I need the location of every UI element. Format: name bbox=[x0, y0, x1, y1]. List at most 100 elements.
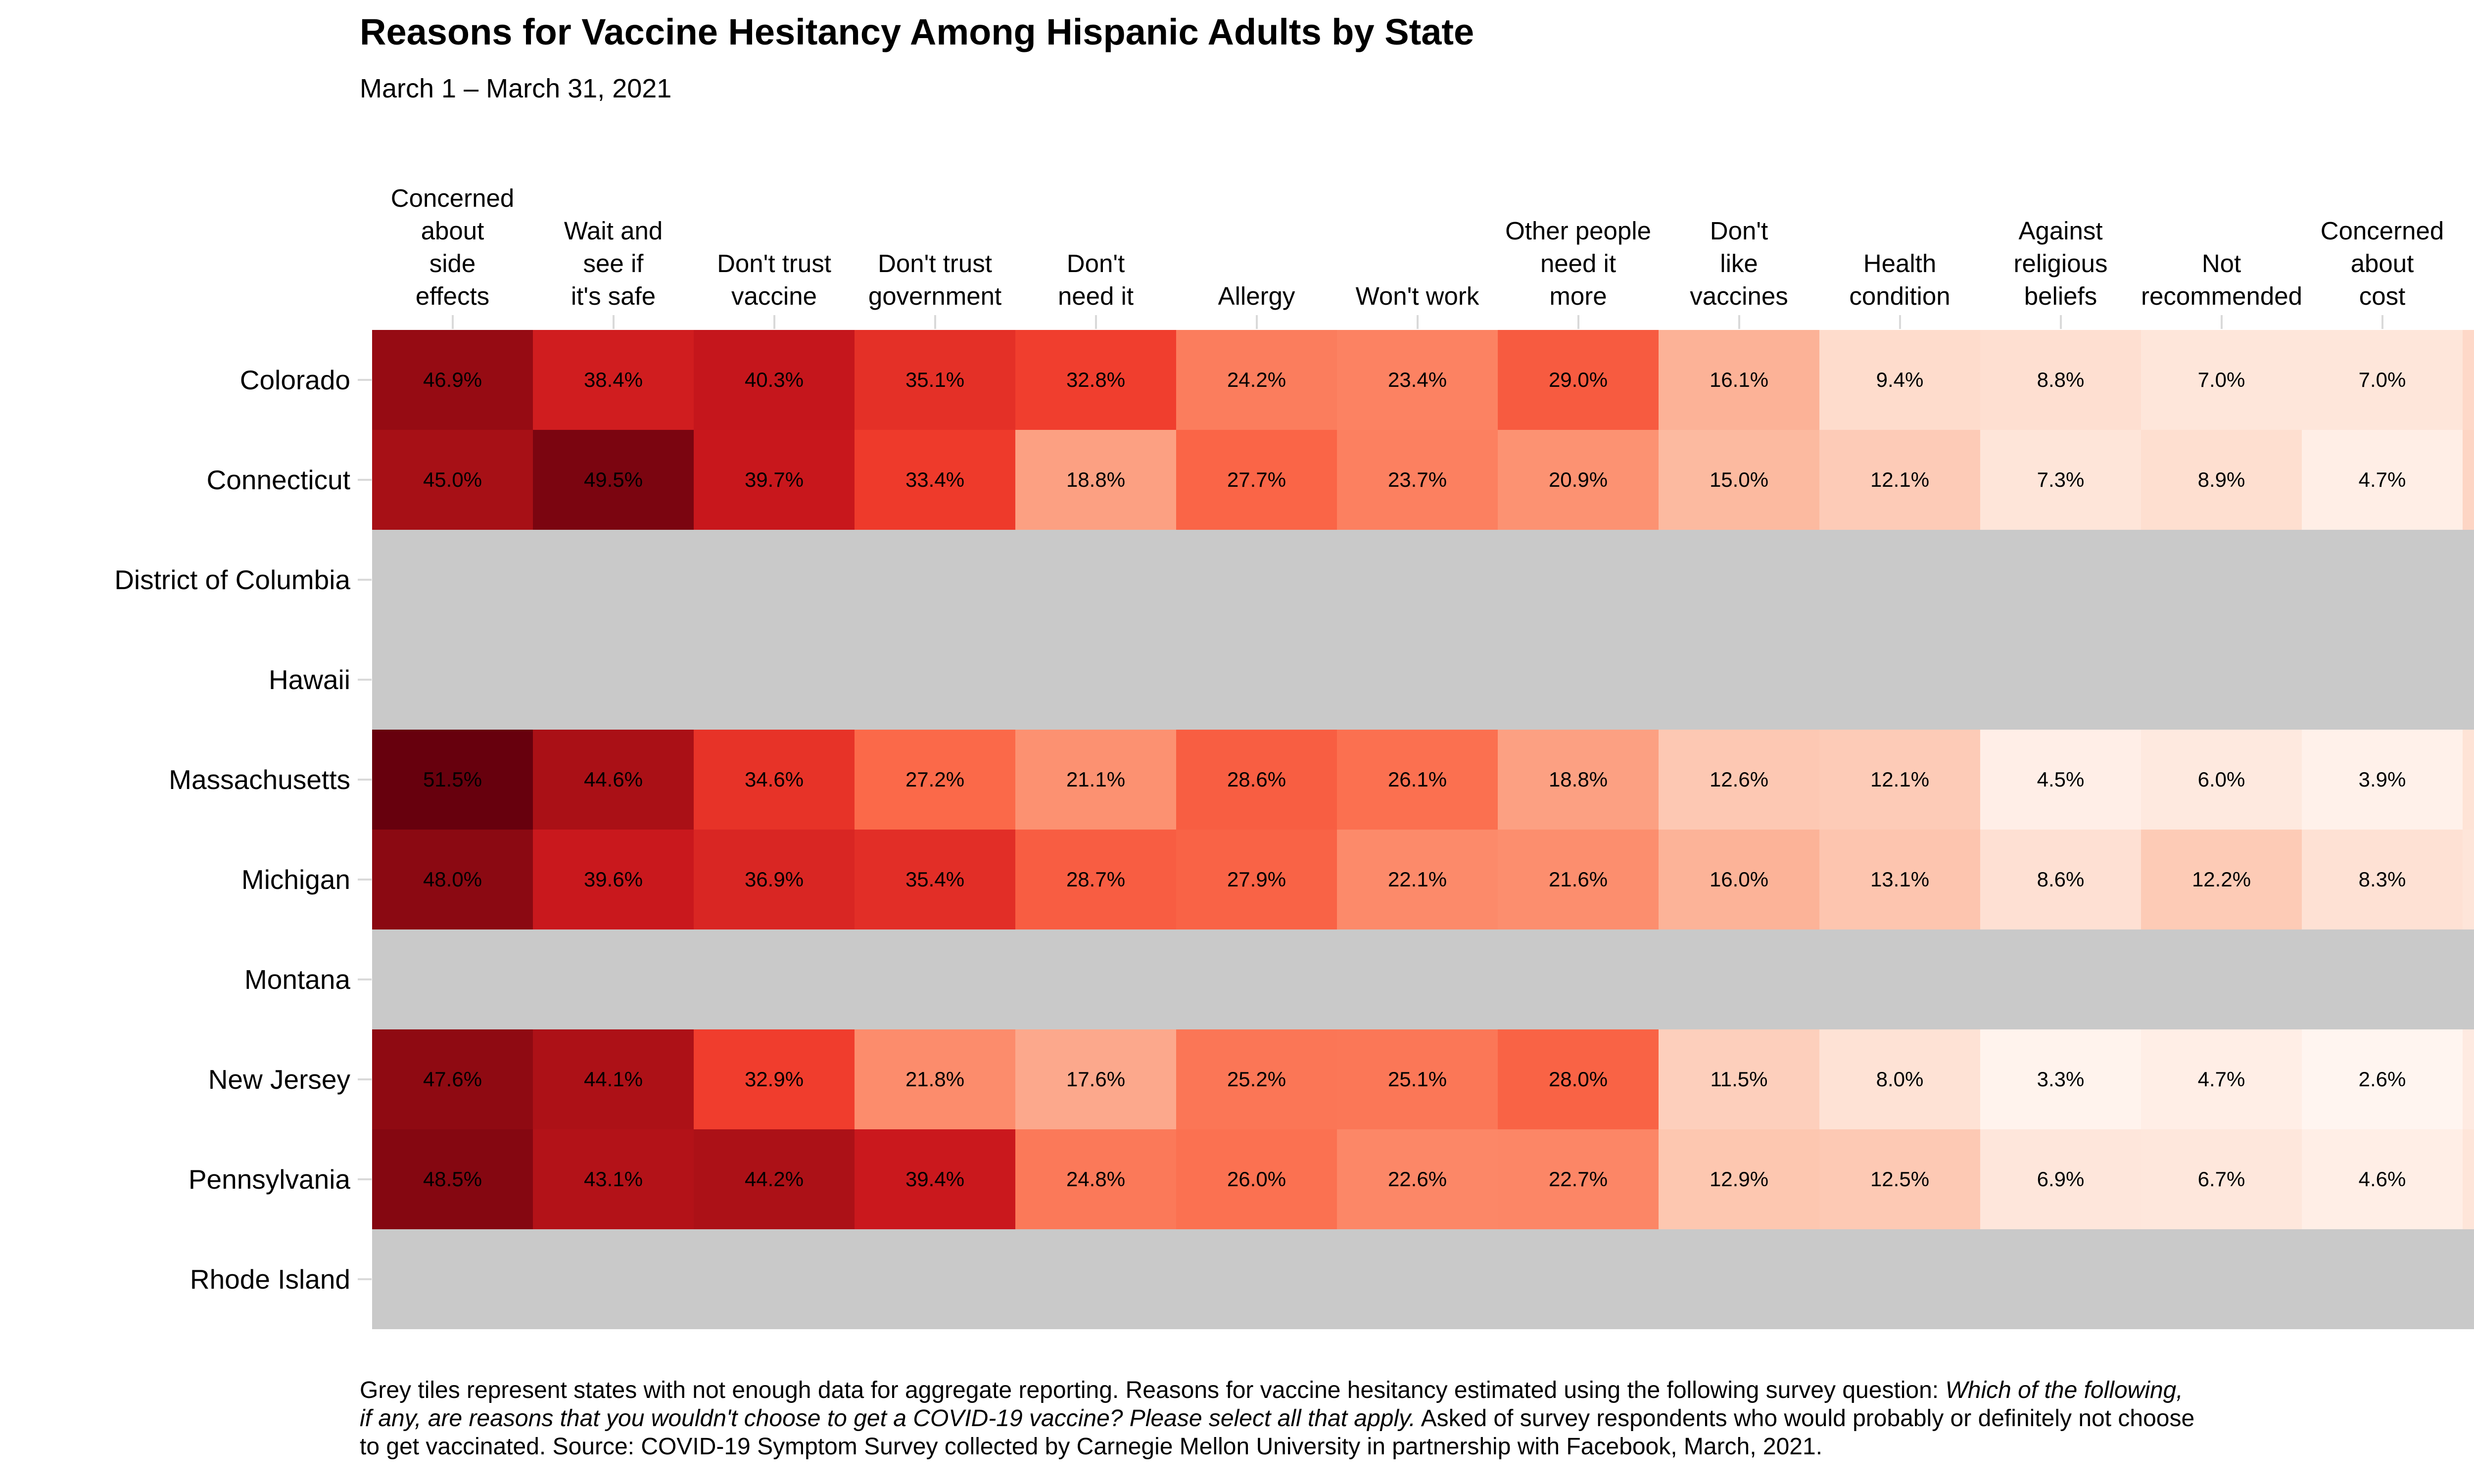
tile-value: 16.1% bbox=[1709, 368, 1769, 391]
heatmap-tile: 9.4% bbox=[1819, 330, 1980, 430]
heatmap-tile: 3.3% bbox=[1980, 1029, 2141, 1129]
tile-value: 22.1% bbox=[1387, 868, 1447, 891]
heatmap-tile: 7.3% bbox=[2463, 1129, 2474, 1229]
column-tick bbox=[773, 315, 775, 329]
heatmap-tile: 7.0% bbox=[2302, 330, 2463, 430]
column-header-line: Concerned bbox=[2320, 217, 2444, 245]
heatmap-tile: 18.8% bbox=[1015, 430, 1176, 530]
heatmap-tile: 16.1% bbox=[1659, 330, 1819, 430]
heatmap-tile: 27.2% bbox=[855, 730, 1015, 830]
heatmap-tile: 23.7% bbox=[1337, 430, 1498, 530]
column-header-line: like bbox=[1720, 249, 1758, 278]
tile-value: 21.1% bbox=[1066, 768, 1126, 791]
heatmap-tile: 32.8% bbox=[1015, 330, 1176, 430]
tile-value: 44.1% bbox=[583, 1067, 643, 1091]
heatmap-tile: 48.5% bbox=[372, 1129, 533, 1229]
no-data-band bbox=[372, 1229, 2474, 1329]
column-tick bbox=[1416, 315, 1419, 329]
tile-value: 22.6% bbox=[1387, 1167, 1447, 1191]
column-header-line: about bbox=[421, 217, 484, 245]
column-tick bbox=[612, 315, 615, 329]
tile-value: 8.0% bbox=[1876, 1067, 1924, 1091]
tile-value: 33.4% bbox=[905, 468, 965, 491]
column-header-line: see if bbox=[583, 249, 644, 278]
column-header: Other people need it more bbox=[1498, 215, 1659, 313]
column-header-line: condition bbox=[1849, 282, 1951, 310]
footnote-italic-text: Which of the following, bbox=[1945, 1377, 2183, 1403]
heatmap-tile: 29.0% bbox=[1498, 330, 1659, 430]
column-header-line: Allergy bbox=[1218, 282, 1295, 310]
tile-value: 8.3% bbox=[2358, 868, 2406, 891]
heatmap-tile: 13.1% bbox=[1819, 830, 1980, 929]
column-header-line: cost bbox=[2359, 282, 2406, 310]
tile-value: 7.3% bbox=[2037, 468, 2085, 491]
tile-value: 22.7% bbox=[1548, 1167, 1608, 1191]
column-header: Don't like vaccines bbox=[1659, 215, 1819, 313]
heatmap-tile: 33.4% bbox=[855, 430, 1015, 530]
row-label: Colorado bbox=[239, 365, 350, 395]
column-header: Won't work bbox=[1337, 280, 1498, 313]
heatmap-tile: 12.2% bbox=[2141, 830, 2302, 929]
heatmap-tile: 6.0% bbox=[2141, 730, 2302, 830]
column-header: Against religious beliefs bbox=[1980, 215, 2141, 313]
column-header-line: side bbox=[429, 249, 476, 278]
heatmap-tile: 35.4% bbox=[855, 830, 1015, 929]
heatmap-tile: 40.3% bbox=[694, 330, 855, 430]
heatmap-tile: 39.7% bbox=[694, 430, 855, 530]
heatmap-tile: 49.5% bbox=[533, 430, 694, 530]
heatmap-tile: 44.6% bbox=[533, 730, 694, 830]
heatmap-tile: 11.5% bbox=[1659, 1029, 1819, 1129]
tile-value: 2.6% bbox=[2358, 1067, 2406, 1091]
tile-value: 23.4% bbox=[1387, 368, 1447, 391]
column-tick bbox=[2220, 315, 2223, 329]
heatmap-tile: 7.0% bbox=[2141, 330, 2302, 430]
column-header-line: Wait and bbox=[564, 217, 663, 245]
tile-value: 49.5% bbox=[583, 468, 643, 491]
column-header: Don't trust vaccine bbox=[694, 247, 855, 313]
column-tick bbox=[1899, 315, 1901, 329]
heatmap-tile: 21.8% bbox=[855, 1029, 1015, 1129]
column-header: Concerned about cost bbox=[2302, 215, 2463, 313]
heatmap-tile: 12.1% bbox=[1819, 730, 1980, 830]
tile-value: 12.6% bbox=[1709, 768, 1769, 791]
row-label: Michigan bbox=[241, 864, 350, 895]
heatmap-tile: 3.9% bbox=[2302, 730, 2463, 830]
column-header: Concerned about side effects bbox=[372, 182, 533, 313]
tile-value: 21.8% bbox=[905, 1067, 965, 1091]
no-data-band bbox=[372, 630, 2474, 730]
heatmap-tile: 38.4% bbox=[533, 330, 694, 430]
heatmap-tile: 47.6% bbox=[372, 1029, 533, 1129]
row-label: District of Columbia bbox=[114, 564, 350, 595]
tile-value: 12.1% bbox=[1870, 768, 1930, 791]
heatmap-tile: 4.5% bbox=[1980, 730, 2141, 830]
row-tick bbox=[358, 679, 372, 681]
row-tick bbox=[358, 978, 372, 980]
heatmap-tile: 51.5% bbox=[372, 730, 533, 830]
tile-value: 3.9% bbox=[2358, 768, 2406, 791]
heatmap-tile: 44.2% bbox=[694, 1129, 855, 1229]
tile-value: 38.4% bbox=[583, 368, 643, 391]
heatmap-tile: 8.9% bbox=[2141, 430, 2302, 530]
footnote-italic-text: if any, are reasons that you wouldn't ch… bbox=[360, 1405, 1416, 1432]
tile-value: 35.4% bbox=[905, 868, 965, 891]
tile-value: 17.6% bbox=[1066, 1067, 1126, 1091]
column-header: Don't need it bbox=[1015, 247, 1176, 313]
heatmap-tile: 8.0% bbox=[1819, 1029, 1980, 1129]
tile-value: 27.9% bbox=[1227, 868, 1286, 891]
column-header-line: Health bbox=[1863, 249, 1937, 278]
no-data-band bbox=[372, 929, 2474, 1029]
column-header-line: Don't trust bbox=[878, 249, 992, 278]
column-header-line: Concerned bbox=[390, 184, 515, 212]
column-header-line: Don't trust bbox=[717, 249, 831, 278]
column-header-line: government bbox=[868, 282, 1002, 310]
heatmap-tile: 10.5% bbox=[2463, 430, 2474, 530]
heatmap-tile: 8.8% bbox=[1980, 330, 2141, 430]
tile-value: 36.9% bbox=[744, 868, 804, 891]
tile-value: 6.7% bbox=[2197, 1167, 2245, 1191]
tile-value: 48.0% bbox=[423, 868, 482, 891]
tile-value: 34.6% bbox=[744, 768, 804, 791]
tile-value: 25.1% bbox=[1387, 1067, 1447, 1091]
footnote-line: Grey tiles represent states with not eno… bbox=[360, 1376, 2194, 1404]
heatmap-tile: 24.2% bbox=[1176, 330, 1337, 430]
